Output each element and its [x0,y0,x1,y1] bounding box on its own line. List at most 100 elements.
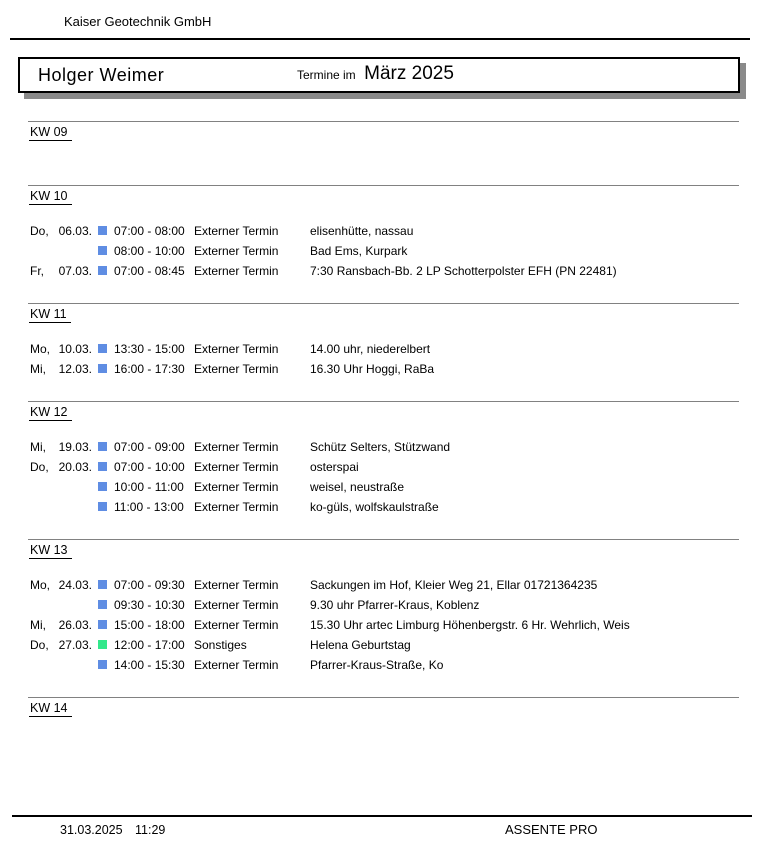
entry-date: 10.03. [58,342,92,356]
app-name: ASSENTE PRO [505,822,598,837]
week-entries [28,157,739,163]
appointment-row: 14:00 - 15:30 Externer Termin Pfarrer-Kr… [28,655,739,675]
week-entries [28,733,739,739]
entry-type: Externer Termin [194,480,279,494]
appointment-row: Do, 06.03. 07:00 - 08:00 Externer Termin… [28,221,739,241]
entry-type: Externer Termin [194,264,279,278]
entry-time: 08:00 - 10:00 [114,244,185,258]
category-color-swatch [98,246,107,255]
title-month: März 2025 [364,63,454,84]
entry-day-column: Mo, 10.03. [30,342,92,356]
category-color-swatch [98,502,107,511]
entry-date: 12.03. [58,362,92,376]
category-color-swatch [98,266,107,275]
entry-type: Externer Termin [194,598,279,612]
entry-type: Externer Termin [194,578,279,592]
appointment-row: Fr, 07.03. 07:00 - 08:45 Externer Termin… [28,261,739,281]
week-divider [28,303,739,304]
entry-description: ko-güls, wolfskaulstraße [310,500,439,514]
entry-day: Do, [30,460,49,474]
entry-time: 07:00 - 09:00 [114,440,185,454]
entry-day: Mo, [30,342,51,356]
print-date: 31.03.2025 [60,823,123,837]
entry-description: Pfarrer-Kraus-Straße, Ko [310,658,444,672]
category-color-swatch [98,344,107,353]
entry-description: osterspai [310,460,359,474]
week-section: KW 13 Mo, 24.03. 07:00 - 09:30 Externer … [28,539,739,675]
weeks-list: KW 09 KW 10 Do, 06.03. 07:00 - 08:00 Ext… [28,121,739,761]
week-divider [28,539,739,540]
footer-divider [12,815,752,817]
entry-description: Bad Ems, Kurpark [310,244,408,258]
entry-date: 20.03. [58,460,92,474]
entry-time: 07:00 - 10:00 [114,460,185,474]
entry-day: Mi, [30,362,46,376]
category-color-swatch [98,660,107,669]
week-entries: Mi, 19.03. 07:00 - 09:00 Externer Termin… [28,437,739,517]
entry-description: 15.30 Uhr artec Limburg Höhenbergstr. 6 … [310,618,630,632]
entry-type: Externer Termin [194,362,279,376]
entry-day: Mo, [30,578,51,592]
week-label: KW 14 [29,700,72,717]
week-label: KW 12 [29,404,72,421]
entry-time: 12:00 - 17:00 [114,638,185,652]
appointment-row: Mi, 19.03. 07:00 - 09:00 Externer Termin… [28,437,739,457]
entry-date: 27.03. [58,638,92,652]
appointment-row: Mo, 24.03. 07:00 - 09:30 Externer Termin… [28,575,739,595]
entry-description: Helena Geburtstag [310,638,411,652]
week-label: KW 11 [29,306,71,323]
entry-day-column: Do, 06.03. [30,224,92,238]
entry-time: 09:30 - 10:30 [114,598,185,612]
entry-date: 07.03. [58,264,92,278]
category-color-swatch [98,482,107,491]
entry-description: weisel, neustraße [310,480,405,494]
entry-date: 06.03. [58,224,92,238]
week-section: KW 10 Do, 06.03. 07:00 - 08:00 Externer … [28,185,739,281]
appointment-row: Mo, 10.03. 13:30 - 15:00 Externer Termin… [28,339,739,359]
entry-type: Externer Termin [194,460,279,474]
entry-time: 07:00 - 08:45 [114,264,185,278]
entry-type: Externer Termin [194,500,279,514]
appointment-row: Do, 20.03. 07:00 - 10:00 Externer Termin… [28,457,739,477]
entry-day-column: Mi, 19.03. [30,440,92,454]
category-color-swatch [98,640,107,649]
entry-day-column: Do, 27.03. [30,638,92,652]
entry-day-column: Fr, 07.03. [30,264,92,278]
appointment-row: Do, 27.03. 12:00 - 17:00 Sonstiges Helen… [28,635,739,655]
week-label: KW 10 [29,188,72,205]
entry-time: 15:00 - 18:00 [114,618,185,632]
category-color-swatch [98,620,107,629]
entry-description: 7:30 Ransbach-Bb. 2 LP Schotterpolster E… [310,264,617,278]
entry-description: 9.30 uhr Pfarrer-Kraus, Koblenz [310,598,480,612]
entry-time: 10:00 - 11:00 [114,480,184,494]
header-divider [10,38,750,40]
week-section: KW 09 [28,121,739,163]
entry-day: Fr, [30,264,44,278]
entry-type: Externer Termin [194,658,279,672]
week-divider [28,185,739,186]
entry-time: 14:00 - 15:30 [114,658,185,672]
category-color-swatch [98,442,107,451]
category-color-swatch [98,462,107,471]
entry-time: 11:00 - 13:00 [114,500,184,514]
week-divider [28,697,739,698]
print-time: 11:29 [135,823,166,837]
entry-time: 07:00 - 08:00 [114,224,185,238]
category-color-swatch [98,600,107,609]
week-entries: Mo, 10.03. 13:30 - 15:00 Externer Termin… [28,339,739,379]
entry-description: 14.00 uhr, niederelbert [310,342,431,356]
week-label: KW 13 [29,542,72,559]
appointment-row: Mi, 12.03. 16:00 - 17:30 Externer Termin… [28,359,739,379]
entry-type: Sonstiges [194,638,247,652]
appointment-row: Mi, 26.03. 15:00 - 18:00 Externer Termin… [28,615,739,635]
entry-day: Mi, [30,618,46,632]
entry-type: Externer Termin [194,342,279,356]
entry-description: Schütz Selters, Stützwand [310,440,451,454]
week-section: KW 12 Mi, 19.03. 07:00 - 09:00 Externer … [28,401,739,517]
entry-day-column: Do, 20.03. [30,460,92,474]
entry-type: Externer Termin [194,224,279,238]
entry-date: 19.03. [58,440,92,454]
week-entries: Do, 06.03. 07:00 - 08:00 Externer Termin… [28,221,739,281]
entry-description: elisenhütte, nassau [310,224,414,238]
